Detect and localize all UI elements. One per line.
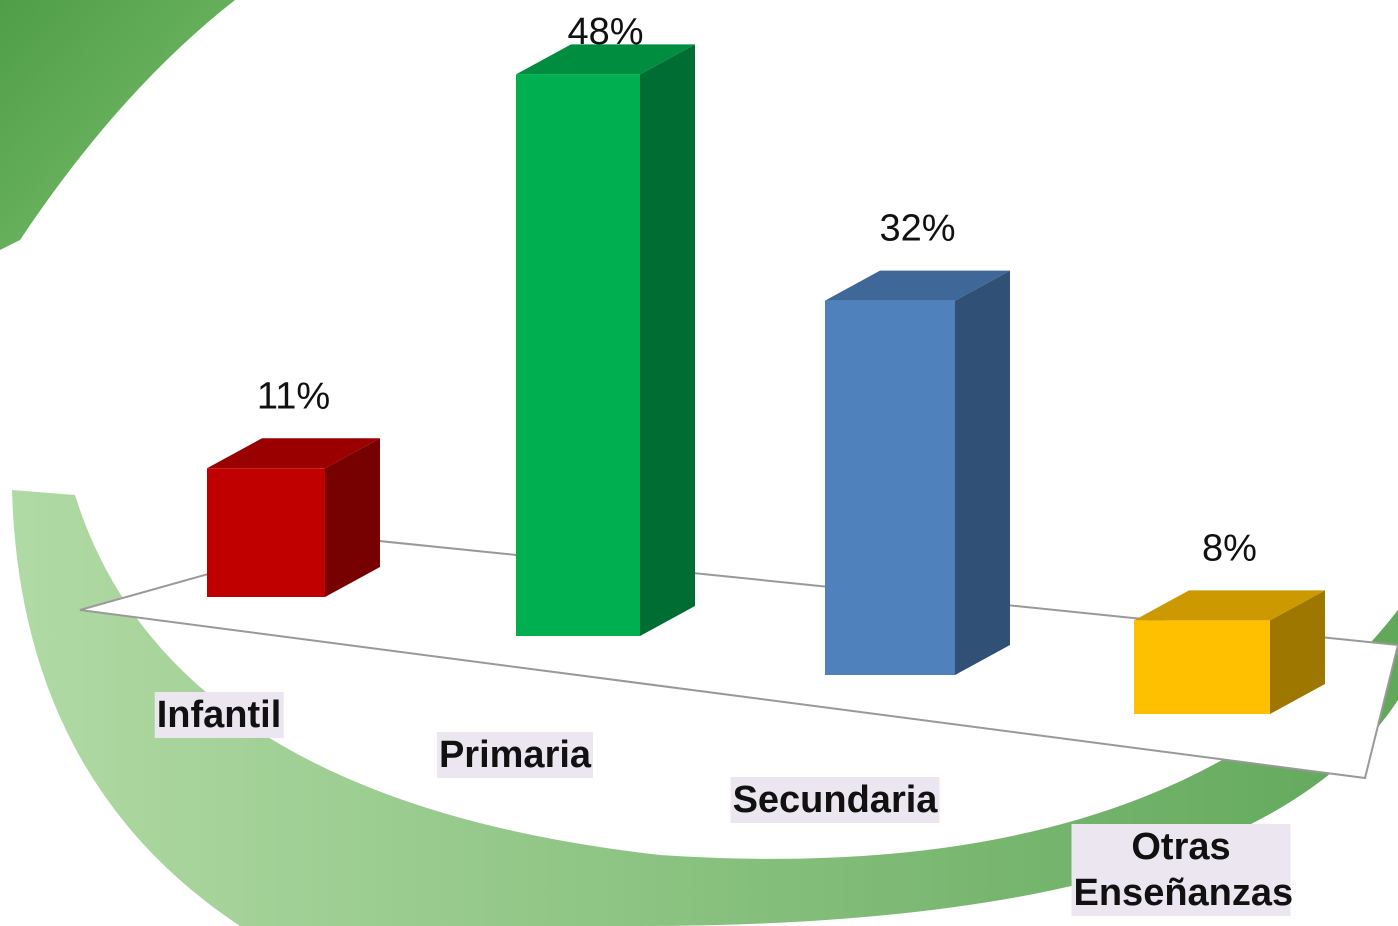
bar-side	[955, 271, 1010, 675]
page: 11% 48% 32% 8% Infantil Primaria Secundaria Ot…	[0, 0, 1398, 926]
x-tick-label: Otras Enseñanzas	[1072, 824, 1291, 916]
value-label: 8%	[1202, 527, 1257, 569]
bar-side	[640, 44, 695, 636]
bar	[1134, 620, 1270, 714]
value-label: 48%	[567, 11, 643, 53]
decoration	[0, 0, 235, 250]
bar	[516, 74, 640, 636]
x-tick-label: Infantil	[155, 692, 284, 738]
bar	[207, 468, 325, 597]
bar	[825, 301, 955, 675]
x-tick-label: Primaria	[437, 732, 593, 778]
x-tick-label: Secundaria	[731, 777, 940, 823]
chart: 11% 48% 32% 8%	[0, 0, 1398, 926]
value-label: 32%	[879, 208, 955, 250]
value-label: 11%	[257, 375, 330, 417]
